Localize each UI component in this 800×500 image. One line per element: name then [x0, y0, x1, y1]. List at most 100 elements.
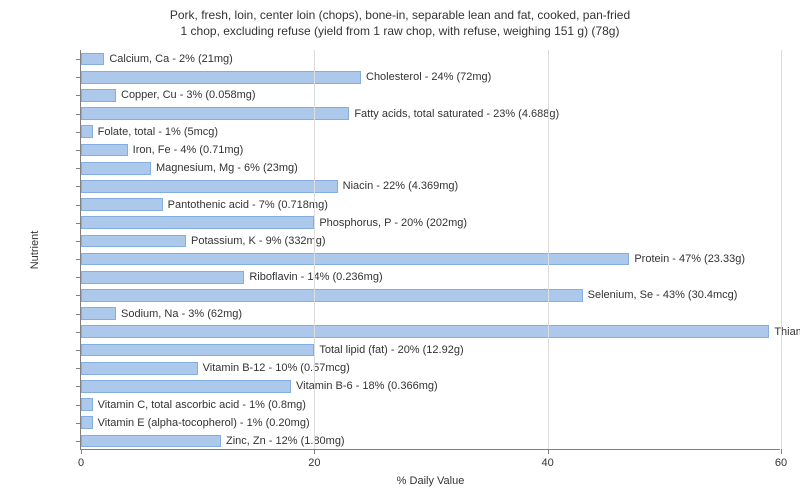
- y-tick: [76, 168, 81, 169]
- nutrient-bar: [81, 307, 116, 320]
- nutrient-chart: Pork, fresh, loin, center loin (chops), …: [0, 0, 800, 500]
- bar-row: Zinc, Zn - 12% (1.80mg): [81, 435, 780, 448]
- bar-row: Thiamin - 59% (0.888mg): [81, 325, 780, 338]
- bar-row: Total lipid (fat) - 20% (12.92g): [81, 344, 780, 357]
- nutrient-bar: [81, 325, 769, 338]
- nutrient-bar: [81, 380, 291, 393]
- y-axis-label: Nutrient: [29, 230, 41, 269]
- chart-title-line2: 1 chop, excluding refuse (yield from 1 r…: [0, 24, 800, 40]
- nutrient-label: Thiamin - 59% (0.888mg): [769, 326, 800, 338]
- y-tick: [76, 277, 81, 278]
- nutrient-label: Pantothenic acid - 7% (0.718mg): [163, 199, 328, 211]
- bar-row: Vitamin B-6 - 18% (0.366mg): [81, 380, 780, 393]
- nutrient-bar: [81, 416, 93, 429]
- y-tick: [76, 77, 81, 78]
- y-tick: [76, 186, 81, 187]
- y-tick: [76, 114, 81, 115]
- bar-row: Potassium, K - 9% (332mg): [81, 235, 780, 248]
- bar-row: Cholesterol - 24% (72mg): [81, 71, 780, 84]
- y-tick: [76, 259, 81, 260]
- bars-container: Calcium, Ca - 2% (21mg) Cholesterol - 24%…: [81, 50, 780, 449]
- bar-row: Pantothenic acid - 7% (0.718mg): [81, 198, 780, 211]
- nutrient-label: Protein - 47% (23.33g): [629, 253, 745, 265]
- nutrient-bar: [81, 144, 128, 157]
- bar-row: Niacin - 22% (4.369mg): [81, 180, 780, 193]
- y-tick: [76, 368, 81, 369]
- x-tick: [548, 449, 549, 454]
- nutrient-label: Potassium, K - 9% (332mg): [186, 235, 326, 247]
- y-tick: [76, 223, 81, 224]
- y-tick: [76, 314, 81, 315]
- nutrient-bar: [81, 435, 221, 448]
- nutrient-label: Vitamin C, total ascorbic acid - 1% (0.8…: [93, 399, 306, 411]
- chart-title: Pork, fresh, loin, center loin (chops), …: [0, 8, 800, 39]
- y-tick: [76, 205, 81, 206]
- nutrient-label: Selenium, Se - 43% (30.4mcg): [583, 289, 738, 301]
- bar-row: Copper, Cu - 3% (0.058mg): [81, 89, 780, 102]
- grid-line: [781, 50, 782, 449]
- y-tick: [76, 295, 81, 296]
- bar-row: Iron, Fe - 4% (0.71mg): [81, 144, 780, 157]
- bar-row: Fatty acids, total saturated - 23% (4.68…: [81, 107, 780, 120]
- nutrient-bar: [81, 198, 163, 211]
- nutrient-bar: [81, 398, 93, 411]
- nutrient-bar: [81, 362, 198, 375]
- nutrient-label: Zinc, Zn - 12% (1.80mg): [221, 435, 345, 447]
- nutrient-bar: [81, 162, 151, 175]
- y-tick: [76, 332, 81, 333]
- bar-row: Selenium, Se - 43% (30.4mcg): [81, 289, 780, 302]
- nutrient-label: Vitamin B-6 - 18% (0.366mg): [291, 380, 438, 392]
- chart-title-line1: Pork, fresh, loin, center loin (chops), …: [0, 8, 800, 24]
- bar-row: Riboflavin - 14% (0.236mg): [81, 271, 780, 284]
- nutrient-label: Iron, Fe - 4% (0.71mg): [128, 144, 244, 156]
- bar-row: Vitamin E (alpha-tocopherol) - 1% (0.20m…: [81, 416, 780, 429]
- nutrient-bar: [81, 235, 186, 248]
- x-tick-label: 40: [542, 457, 554, 469]
- x-tick: [314, 449, 315, 454]
- y-tick: [76, 132, 81, 133]
- y-tick: [76, 59, 81, 60]
- nutrient-label: Calcium, Ca - 2% (21mg): [104, 53, 232, 65]
- bar-row: Phosphorus, P - 20% (202mg): [81, 216, 780, 229]
- nutrient-bar: [81, 53, 104, 66]
- nutrient-bar: [81, 344, 314, 357]
- nutrient-label: Cholesterol - 24% (72mg): [361, 71, 491, 83]
- grid-line: [314, 50, 315, 449]
- nutrient-label: Phosphorus, P - 20% (202mg): [314, 217, 467, 229]
- bar-row: Vitamin C, total ascorbic acid - 1% (0.8…: [81, 398, 780, 411]
- nutrient-bar: [81, 89, 116, 102]
- bar-row: Protein - 47% (23.33g): [81, 253, 780, 266]
- nutrient-bar: [81, 125, 93, 138]
- x-tick-label: 0: [78, 457, 84, 469]
- nutrient-bar: [81, 216, 314, 229]
- nutrient-label: Magnesium, Mg - 6% (23mg): [151, 162, 298, 174]
- y-tick: [76, 405, 81, 406]
- x-axis-label: % Daily Value: [397, 475, 465, 487]
- nutrient-label: Fatty acids, total saturated - 23% (4.68…: [349, 108, 559, 120]
- nutrient-label: Total lipid (fat) - 20% (12.92g): [314, 344, 463, 356]
- nutrient-label: Copper, Cu - 3% (0.058mg): [116, 89, 256, 101]
- bar-row: Magnesium, Mg - 6% (23mg): [81, 162, 780, 175]
- y-tick: [76, 423, 81, 424]
- x-tick: [781, 449, 782, 454]
- y-tick: [76, 150, 81, 151]
- nutrient-label: Vitamin B-12 - 10% (0.57mcg): [198, 362, 350, 374]
- nutrient-bar: [81, 271, 244, 284]
- bar-row: Vitamin B-12 - 10% (0.57mcg): [81, 362, 780, 375]
- nutrient-label: Vitamin E (alpha-tocopherol) - 1% (0.20m…: [93, 417, 310, 429]
- y-tick: [76, 350, 81, 351]
- bar-row: Calcium, Ca - 2% (21mg): [81, 53, 780, 66]
- y-tick: [76, 241, 81, 242]
- nutrient-label: Niacin - 22% (4.369mg): [338, 180, 459, 192]
- bar-row: Folate, total - 1% (5mcg): [81, 125, 780, 138]
- y-tick: [76, 95, 81, 96]
- nutrient-bar: [81, 180, 338, 193]
- x-tick-label: 60: [775, 457, 787, 469]
- grid-line: [548, 50, 549, 449]
- x-tick-label: 20: [308, 457, 320, 469]
- nutrient-bar: [81, 71, 361, 84]
- bar-row: Sodium, Na - 3% (62mg): [81, 307, 780, 320]
- y-tick: [76, 441, 81, 442]
- nutrient-bar: [81, 289, 583, 302]
- plot-area: Nutrient % Daily Value Calcium, Ca - 2% …: [80, 50, 780, 450]
